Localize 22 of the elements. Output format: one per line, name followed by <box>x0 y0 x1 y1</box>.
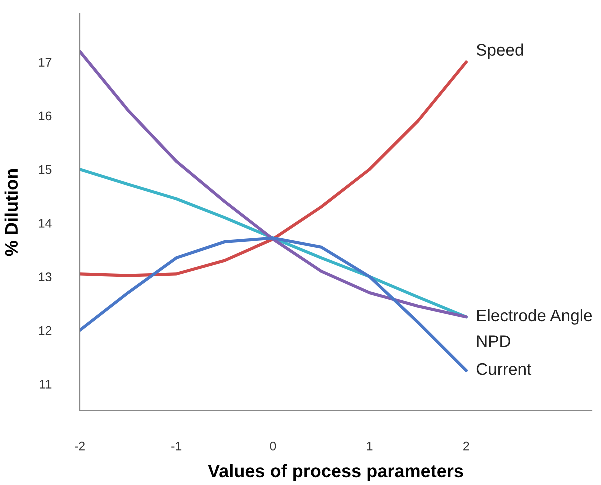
x-tick-label: 0 <box>270 442 276 451</box>
x-tick-label: -2 <box>75 442 85 451</box>
y-tick-label: 16 <box>39 112 52 121</box>
x-tick-label: -1 <box>172 442 182 451</box>
x-axis-title: Values of process parameters <box>208 464 464 482</box>
line-series <box>80 60 468 278</box>
y-tick-label: 17 <box>39 58 52 67</box>
series-label: Electrode Angle <box>477 309 592 325</box>
series-label: NPD <box>477 336 510 348</box>
x-tick-label: 1 <box>367 442 373 451</box>
line-series <box>80 50 468 319</box>
series-label: Current <box>476 363 532 376</box>
series-label: Speed <box>476 44 524 60</box>
x-tick-label: 2 <box>464 442 470 451</box>
y-tick-label: 15 <box>39 166 52 174</box>
y-axis-title: % Dilution <box>4 169 18 256</box>
y-tick-label: 11 <box>40 380 52 389</box>
line-series <box>80 168 468 319</box>
y-tick-label: 13 <box>39 272 52 282</box>
y-tick-label: 12 <box>39 326 52 336</box>
line-series <box>80 236 468 372</box>
y-tick-label: 14 <box>39 219 52 228</box>
